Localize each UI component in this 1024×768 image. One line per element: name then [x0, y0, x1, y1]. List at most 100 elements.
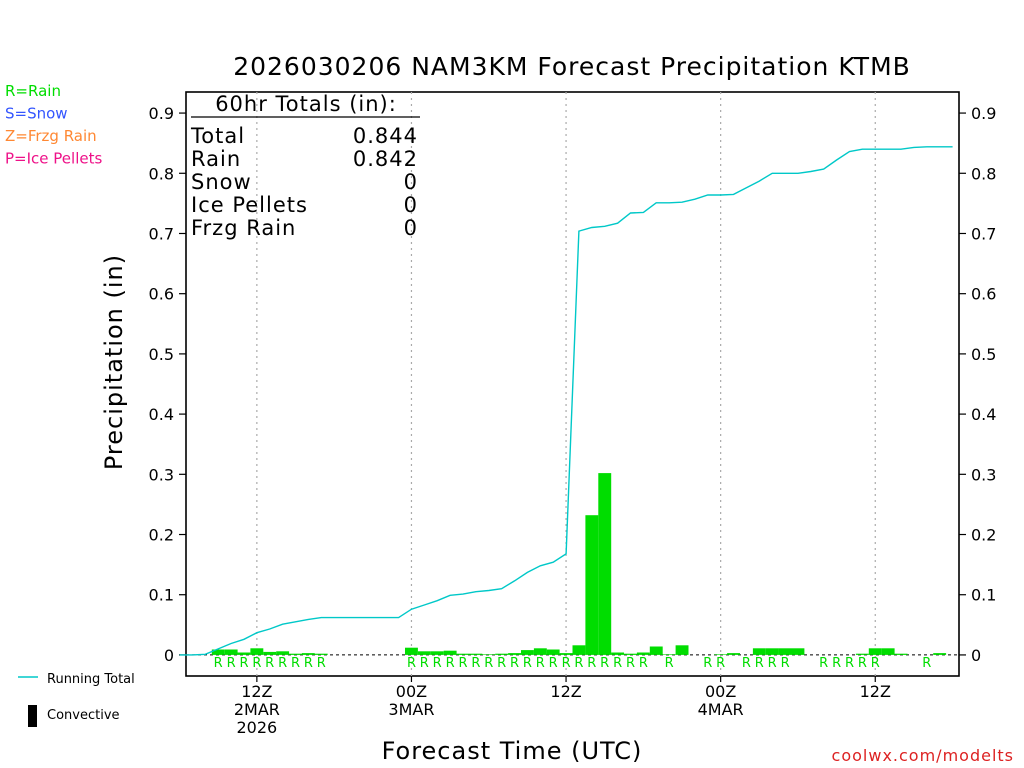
precip-bar — [508, 653, 521, 655]
hourly-precip-bars — [211, 473, 947, 655]
ptype-legend-item: P=Ice Pellets — [5, 150, 102, 168]
ptype-marker: R — [510, 656, 519, 671]
x-tick-label: 4MAR — [698, 700, 744, 719]
x-tick-label: 2MAR — [234, 700, 280, 719]
ptype-marker: R — [446, 656, 455, 671]
y-tick-label-right: 0.2 — [971, 526, 996, 545]
plot-border — [185, 91, 960, 677]
precip-bar — [662, 654, 676, 655]
precip-bar — [417, 651, 431, 655]
precip-bar — [933, 653, 947, 655]
y-tick-label-left: 0.4 — [149, 405, 174, 424]
precip-bar — [881, 648, 895, 655]
totals-heading: 60hr Totals (in): — [215, 92, 397, 116]
ptype-marker: R — [832, 656, 841, 671]
totals-row-label: Frzg Rain — [191, 216, 296, 240]
ptype-marker: R — [291, 656, 300, 671]
y-tick-label-left: 0.1 — [149, 586, 174, 605]
precip-bar — [894, 653, 908, 655]
ptype-marker: R — [716, 656, 725, 671]
precip-type-legend: R=Rain S=Snow Z=Frzg Rain P=Ice Pellets — [5, 82, 102, 168]
precip-bar — [301, 653, 315, 655]
precip-bar — [559, 653, 573, 655]
legend-bar-swatch — [28, 705, 37, 727]
precip-bar — [611, 652, 624, 655]
x-tick-label: 00Z — [396, 682, 427, 701]
ptype-marker: R — [433, 656, 442, 671]
totals-row-label: Snow — [191, 170, 252, 194]
totals-row-label: Total — [190, 124, 245, 148]
y-tick-label-right: 0.9 — [971, 104, 996, 123]
ptype-marker: R — [665, 656, 674, 671]
time-gridlines — [186, 92, 959, 676]
totals-box: 60hr Totals (in): Total 0.844 Rain 0.842 Snow… — [190, 92, 420, 240]
precip-bar — [714, 654, 728, 655]
credit-text: coolwx.com/modelts — [832, 746, 1014, 765]
ptype-marker: R — [278, 656, 287, 671]
precip-bar — [752, 648, 766, 655]
ptype-marker: R — [703, 656, 712, 671]
series-legend-label: Convective — [47, 708, 120, 723]
ptype-marker: R — [227, 656, 236, 671]
precip-bar — [636, 652, 650, 655]
precip-bar — [585, 515, 599, 655]
y-axis-right: 0 0.1 0.2 0.3 0.4 0.5 0.6 0.7 0.8 0.9 — [959, 104, 996, 665]
precip-bar — [405, 647, 418, 655]
y-axis-label: Precipitation (in) — [100, 254, 128, 470]
ptype-marker: R — [265, 656, 274, 671]
ptype-marker: R — [484, 656, 493, 671]
y-tick-label-left: 0.8 — [149, 164, 174, 183]
ptype-marker: R — [768, 656, 777, 671]
y-tick-label-left: 0.9 — [149, 104, 174, 123]
y-tick-label-right: 0.4 — [971, 405, 996, 424]
y-tick-label-right: 0.7 — [971, 224, 996, 243]
totals-row-value: 0 — [404, 216, 418, 240]
precip-bar — [521, 650, 534, 655]
y-tick-label-left: 0.2 — [149, 526, 174, 545]
x-tick-label: 12Z — [860, 682, 891, 701]
y-tick-label-left: 0.5 — [149, 345, 174, 364]
precip-bar — [868, 648, 882, 655]
ptype-marker: R — [639, 656, 648, 671]
precip-bar — [598, 473, 612, 655]
ptype-marker: R — [781, 656, 790, 671]
precip-bar — [250, 648, 264, 655]
precip-bar — [675, 645, 689, 655]
precip-bar — [546, 649, 560, 655]
precip-bar — [765, 648, 779, 655]
ptype-marker: R — [845, 656, 854, 671]
precip-bar — [495, 653, 509, 655]
precip-bar — [211, 649, 225, 655]
totals-row-value: 0 — [404, 193, 418, 217]
x-tick-label: 00Z — [705, 682, 736, 701]
ptype-marker: R — [407, 656, 416, 671]
precip-bar — [469, 653, 483, 655]
totals-row-label: Rain — [191, 147, 241, 171]
ptype-marker: R — [587, 656, 596, 671]
ptype-legend-item: Z=Frzg Rain — [5, 127, 97, 145]
precip-bar — [430, 651, 444, 655]
precip-bar — [624, 653, 637, 655]
x-axis-label: Forecast Time (UTC) — [382, 737, 643, 765]
y-tick-label-right: 0.8 — [971, 164, 996, 183]
totals-row-value: 0.844 — [353, 124, 418, 148]
y-tick-label-left: 0 — [164, 646, 174, 665]
ptype-marker: R — [922, 656, 931, 671]
ptype-marker: R — [549, 656, 558, 671]
precip-bar — [855, 653, 869, 655]
precip-bar — [727, 653, 740, 655]
precip-bar — [276, 651, 290, 655]
totals-row-value: 0.842 — [353, 147, 418, 171]
precip-bar — [482, 654, 496, 655]
ptype-marker: R — [755, 656, 764, 671]
ptype-marker: R — [742, 656, 751, 671]
precip-bar — [778, 648, 792, 655]
precip-bar — [791, 648, 805, 655]
precip-bar — [289, 653, 302, 655]
chart-title: 2026030206 NAM3KM Forecast Precipitation… — [233, 52, 911, 81]
ptype-marker: R — [458, 656, 467, 671]
series-legend-label: Running Total — [47, 672, 135, 687]
y-tick-label-right: 0.5 — [971, 345, 996, 364]
